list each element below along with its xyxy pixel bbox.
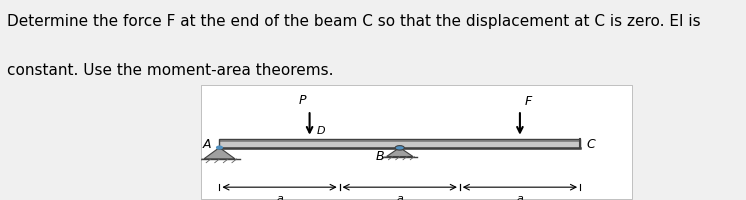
- Text: P: P: [298, 94, 306, 107]
- Circle shape: [216, 146, 222, 149]
- Text: Determine the force F at the end of the beam C so that the displacement at C is : Determine the force F at the end of the …: [7, 14, 701, 29]
- FancyBboxPatch shape: [201, 86, 632, 199]
- FancyBboxPatch shape: [219, 140, 580, 148]
- Text: D: D: [317, 126, 325, 136]
- Polygon shape: [204, 148, 235, 159]
- Text: C: C: [586, 137, 595, 150]
- Text: a: a: [396, 193, 403, 200]
- Text: a: a: [516, 193, 524, 200]
- Text: B: B: [375, 150, 384, 162]
- Text: F: F: [524, 95, 532, 108]
- Polygon shape: [386, 148, 413, 157]
- Text: A: A: [202, 137, 211, 150]
- Circle shape: [395, 146, 404, 150]
- Text: constant. Use the moment-area theorems.: constant. Use the moment-area theorems.: [7, 62, 334, 77]
- Text: a: a: [276, 193, 283, 200]
- FancyBboxPatch shape: [219, 140, 580, 142]
